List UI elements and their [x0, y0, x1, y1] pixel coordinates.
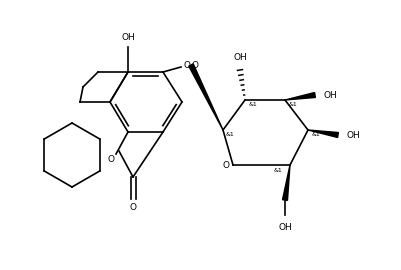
- Text: OH: OH: [278, 222, 292, 231]
- Text: &1: &1: [249, 103, 257, 107]
- Text: OH: OH: [121, 32, 135, 42]
- Text: O: O: [184, 60, 190, 69]
- Text: &1: &1: [312, 133, 320, 137]
- Text: &1: &1: [226, 133, 234, 137]
- Text: O: O: [223, 160, 229, 170]
- Text: O: O: [130, 202, 136, 211]
- Text: &1: &1: [273, 167, 282, 173]
- Text: &1: &1: [289, 103, 298, 107]
- Text: O: O: [107, 156, 115, 164]
- Polygon shape: [308, 130, 338, 137]
- Polygon shape: [283, 165, 290, 200]
- Polygon shape: [189, 64, 223, 130]
- Text: OH: OH: [323, 90, 337, 100]
- Polygon shape: [285, 93, 316, 100]
- Text: OH: OH: [233, 53, 247, 62]
- Text: OH: OH: [346, 130, 360, 140]
- Text: O: O: [192, 60, 198, 69]
